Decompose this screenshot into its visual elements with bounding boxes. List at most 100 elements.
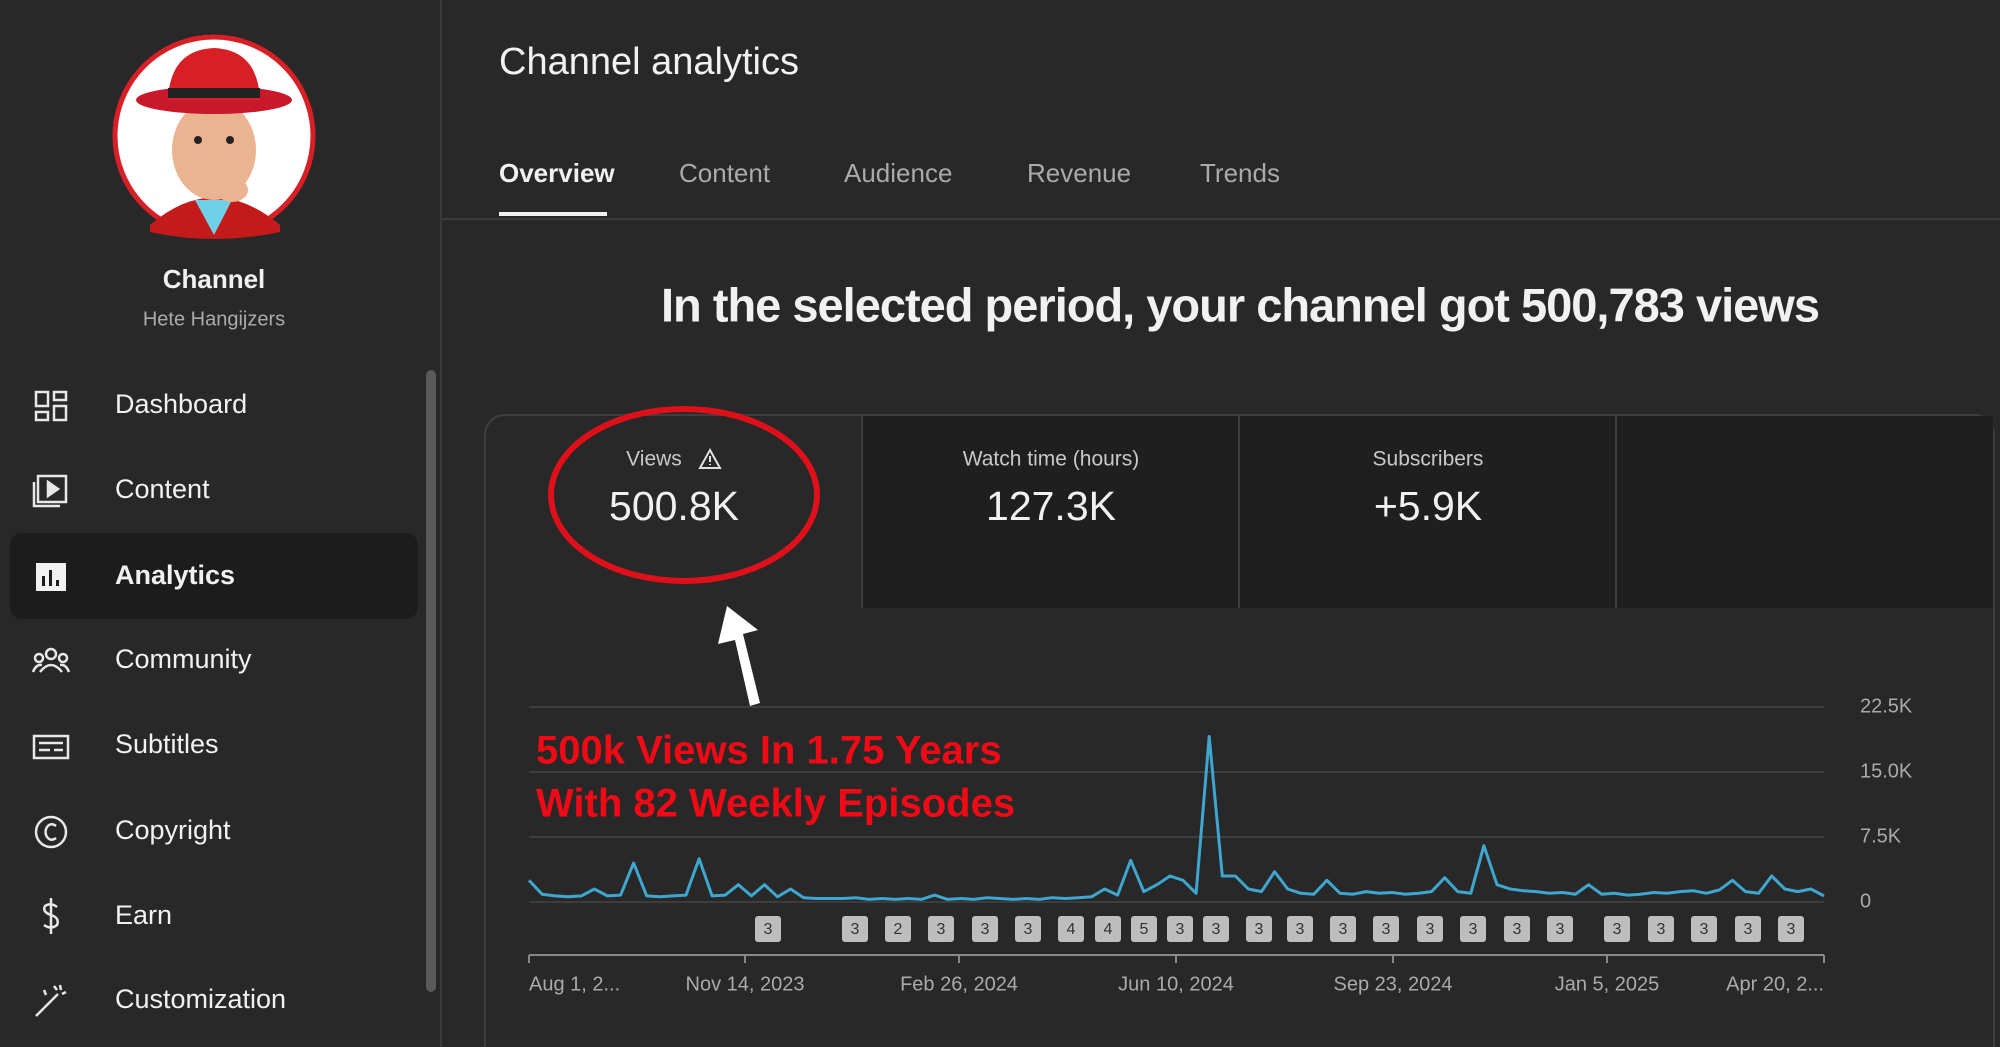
tab[interactable]: Content <box>679 158 771 188</box>
tab-underline <box>499 212 607 216</box>
nav-item[interactable]: Copyright <box>115 815 231 845</box>
episode-marker[interactable] <box>1131 916 1157 942</box>
episode-marker-label: 3 <box>937 921 946 938</box>
nav-item[interactable]: Customization <box>115 984 286 1014</box>
metric-value[interactable]: 127.3K <box>986 483 1116 529</box>
icon-analytics <box>36 563 66 591</box>
episode-marker-label: 3 <box>1556 921 1565 938</box>
page-title: Channel analytics <box>499 41 799 83</box>
y-tick-label: 7.5K <box>1860 825 1902 847</box>
episode-marker[interactable] <box>1604 916 1630 942</box>
nav-item[interactable]: Dashboard <box>115 389 247 419</box>
episode-marker-label: 3 <box>1255 921 1264 938</box>
tab[interactable]: Trends <box>1200 158 1280 188</box>
channel-name: Hete Hangijzers <box>143 308 285 330</box>
episode-marker[interactable] <box>928 916 954 942</box>
episode-marker[interactable] <box>885 916 911 942</box>
channel-title: Channel <box>163 264 266 294</box>
episode-marker-label: 3 <box>1513 921 1522 938</box>
episode-marker-label: 3 <box>1787 921 1796 938</box>
episode-marker-label: 3 <box>1296 921 1305 938</box>
episode-marker[interactable] <box>1373 916 1399 942</box>
icon-customization <box>35 984 67 1017</box>
episode-marker[interactable] <box>1167 916 1193 942</box>
x-tick-label: Aug 1, 2... <box>529 973 620 995</box>
episode-marker[interactable] <box>1691 916 1717 942</box>
episode-marker-label: 5 <box>1140 921 1149 938</box>
episode-marker-label: 2 <box>894 921 903 938</box>
nav-item[interactable]: Earn <box>115 900 172 930</box>
episode-marker[interactable] <box>1203 916 1229 942</box>
metric-tabs-bg <box>862 416 1993 608</box>
episode-marker-label: 4 <box>1104 921 1113 938</box>
nav-selected-bg <box>10 533 418 619</box>
arrow <box>718 606 760 706</box>
episode-marker-label: 3 <box>1744 921 1753 938</box>
nav-item[interactable]: Content <box>115 474 210 504</box>
views-line <box>527 735 1825 901</box>
episode-marker[interactable] <box>1778 916 1804 942</box>
episode-marker[interactable] <box>755 916 781 942</box>
episode-marker-label: 3 <box>1700 921 1709 938</box>
icon-community <box>31 647 71 673</box>
annotation-line: With 82 Weekly Episodes <box>536 782 1015 826</box>
nav-icons <box>31 390 71 1017</box>
episode-marker[interactable] <box>1547 916 1573 942</box>
episode-marker[interactable] <box>1246 916 1272 942</box>
icon-content <box>32 474 68 508</box>
episode-marker-label: 3 <box>764 921 773 938</box>
episode-marker[interactable] <box>1460 916 1486 942</box>
headline: In the selected period, your channel got… <box>661 278 1819 331</box>
x-tick-label: Jun 10, 2024 <box>1118 973 1234 995</box>
avatar[interactable] <box>112 34 316 239</box>
episode-marker-label: 3 <box>851 921 860 938</box>
episode-marker[interactable] <box>1095 916 1121 942</box>
episode-marker-label: 3 <box>1613 921 1622 938</box>
metric-label[interactable]: Watch time (hours) <box>963 448 1140 471</box>
episode-marker[interactable] <box>1735 916 1761 942</box>
episode-marker-label: 3 <box>1382 921 1391 938</box>
episode-marker-label: 3 <box>1469 921 1478 938</box>
y-tick-label: 15.0K <box>1860 760 1913 782</box>
scrollbar[interactable] <box>426 370 436 992</box>
x-tick-label: Jan 5, 2025 <box>1555 973 1660 995</box>
nav-item[interactable]: Community <box>115 644 252 674</box>
warning-icon[interactable] <box>698 447 722 469</box>
episode-marker[interactable] <box>1330 916 1356 942</box>
episode-marker[interactable] <box>1648 916 1674 942</box>
episode-marker-label: 3 <box>1176 921 1185 938</box>
tabs: Overview Content Audience Revenue Trends <box>499 158 1280 188</box>
episode-marker-label: 3 <box>981 921 990 938</box>
episode-marker[interactable] <box>1504 916 1530 942</box>
tab[interactable]: Revenue <box>1027 158 1131 188</box>
episode-marker[interactable] <box>1287 916 1313 942</box>
annotation: 500k Views In 1.75 Years With 82 Weekly … <box>536 729 1015 826</box>
x-tick-label: Apr 20, 2... <box>1726 973 1824 995</box>
episode-marker[interactable] <box>1417 916 1443 942</box>
icon-copyright <box>34 815 68 849</box>
episode-marker[interactable] <box>1015 916 1041 942</box>
nav-item[interactable]: Analytics <box>115 560 235 590</box>
metric-label[interactable]: Subscribers <box>1373 448 1484 471</box>
episode-marker[interactable] <box>972 916 998 942</box>
x-tick-label: Nov 14, 2023 <box>686 973 805 995</box>
metric-value[interactable]: 500.8K <box>609 483 739 529</box>
episode-marker[interactable] <box>1058 916 1084 942</box>
nav-item[interactable]: Subtitles <box>115 729 219 759</box>
tab[interactable]: Overview <box>499 158 615 188</box>
episode-marker-label: 3 <box>1024 921 1033 938</box>
nav-list: Dashboard Content Analytics Community Subtit… <box>115 389 286 1014</box>
episode-marker-label: 3 <box>1426 921 1435 938</box>
icon-subtitles <box>32 734 70 760</box>
x-tick-label: Sep 23, 2024 <box>1334 973 1453 995</box>
episode-marker-label: 3 <box>1339 921 1348 938</box>
highlight-ellipse <box>548 406 820 584</box>
episode-marker-label: 3 <box>1657 921 1666 938</box>
episode-marker[interactable] <box>842 916 868 942</box>
tab[interactable]: Audience <box>844 158 952 188</box>
icon-dashboard <box>34 390 68 422</box>
metric-value[interactable]: +5.9K <box>1374 483 1482 529</box>
metrics: Views 500.8K Watch time (hours) 127.3K Subsc… <box>609 448 1483 529</box>
metric-label[interactable]: Views <box>626 448 682 471</box>
